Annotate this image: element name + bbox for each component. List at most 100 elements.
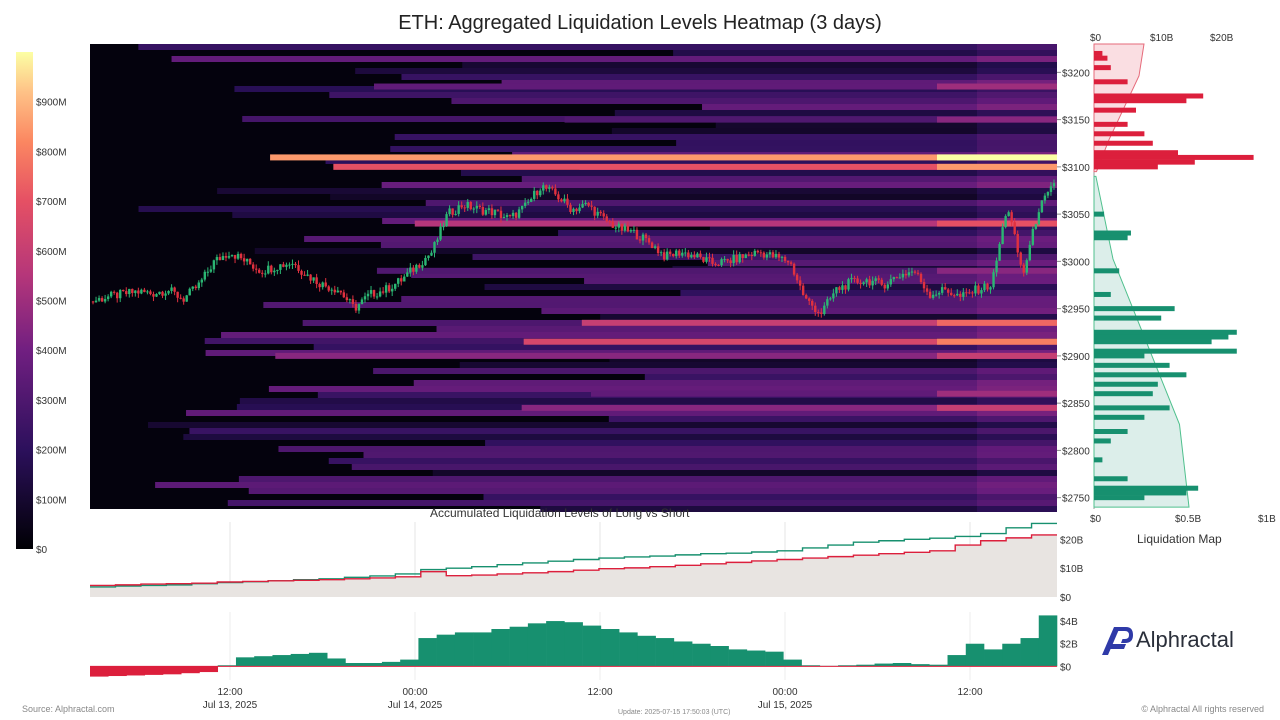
price-candle <box>369 290 373 294</box>
price-candle <box>457 205 460 214</box>
heatmap-row-recent <box>977 278 1057 284</box>
price-candle <box>357 304 361 311</box>
heatmap-row-recent <box>977 200 1057 206</box>
price-candle <box>91 301 95 303</box>
price-candle <box>747 254 750 256</box>
heatmap-row <box>232 212 1058 218</box>
price-candle <box>732 254 735 263</box>
price-candle <box>801 285 805 296</box>
delta-bar <box>856 664 875 667</box>
price-candle <box>1028 244 1032 261</box>
price-candle <box>381 291 385 293</box>
price-candle <box>947 289 950 293</box>
price-candle <box>351 299 355 304</box>
delta-bar <box>144 666 164 675</box>
price-candle <box>324 282 327 287</box>
delta-bar <box>838 665 857 667</box>
colorbar-tick-label: $100M <box>36 495 67 506</box>
heatmap-row-recent <box>977 62 1057 68</box>
heatmap-row-recent <box>977 506 1057 512</box>
delta-bar <box>765 651 784 667</box>
heatmap-row <box>609 356 1057 362</box>
price-candle <box>309 274 312 281</box>
price-candle <box>940 287 944 293</box>
liqmap-bar <box>1094 490 1187 496</box>
heatmap-row-recent <box>977 182 1057 188</box>
price-candle <box>783 256 787 261</box>
heatmap-row-recent <box>977 158 1057 164</box>
accum-tick-label: $10B <box>1060 564 1084 575</box>
heatmap-row <box>330 194 1058 200</box>
price-candle <box>254 268 258 270</box>
heatmap-row-recent <box>977 344 1057 350</box>
price-candle <box>354 303 358 311</box>
price-candle <box>424 257 427 266</box>
price-candle <box>209 269 213 272</box>
price-candle <box>877 278 880 280</box>
delta-bar <box>272 655 291 667</box>
heatmap-row-recent <box>977 380 1057 386</box>
price-candle <box>795 274 799 281</box>
colorbar-tick-label: $200M <box>36 446 67 457</box>
price-candle <box>974 285 977 294</box>
price-candle <box>1004 216 1007 228</box>
heatmap-row <box>644 374 1057 380</box>
delta-bar <box>801 665 821 667</box>
price-candle <box>472 208 475 210</box>
price-candle <box>137 290 140 294</box>
colorbar-tick-label: $600M <box>36 247 67 258</box>
price-candle <box>792 263 796 275</box>
price-candle <box>267 265 270 274</box>
source-credit[interactable]: Source: Alphractal.com <box>22 704 115 714</box>
price-candle <box>817 312 820 314</box>
price-candle <box>590 205 593 207</box>
price-candle <box>916 272 920 274</box>
heatmap-row <box>268 386 1058 392</box>
heatmap-row <box>401 296 1057 302</box>
heatmap-band <box>521 404 1057 411</box>
delta-bar <box>126 666 146 676</box>
price-candle <box>741 254 744 259</box>
heatmap-band-recent <box>937 390 1057 397</box>
colorbar-tick-label: $800M <box>36 147 67 158</box>
date-tick-label: Jul 15, 2025 <box>758 700 813 711</box>
heatmap-row-recent <box>977 422 1057 428</box>
price-candle <box>542 185 545 191</box>
price-candle <box>336 290 340 293</box>
accum-short-area <box>90 534 1057 597</box>
price-candle <box>771 252 775 258</box>
brand-logo[interactable]: Alphractal <box>1100 624 1260 658</box>
heatmap-row-recent <box>977 170 1057 176</box>
heatmap-row-recent <box>977 386 1057 392</box>
price-tick-label: $3100 <box>1062 163 1090 174</box>
price-candle <box>227 256 231 258</box>
price-candle <box>925 288 929 292</box>
price-candle <box>943 287 947 290</box>
price-candle <box>378 291 382 297</box>
price-candle <box>804 295 808 299</box>
price-candle <box>1022 264 1025 273</box>
liqmap-bar <box>1094 107 1136 113</box>
price-candle <box>436 239 439 243</box>
date-tick-label: Jul 14, 2025 <box>388 700 443 711</box>
heatmap-band-recent <box>937 163 1057 170</box>
price-candle <box>1016 234 1019 253</box>
price-candle <box>1013 222 1016 235</box>
price-candle <box>496 209 500 211</box>
price-candle <box>1037 212 1041 225</box>
price-candle <box>508 215 512 217</box>
heatmap-row <box>328 458 1057 464</box>
heatmap-row <box>584 278 1057 284</box>
price-candle <box>224 256 228 258</box>
accum-short-line <box>90 534 1057 587</box>
price-candle <box>106 296 110 300</box>
price-candle <box>614 227 618 229</box>
colorbar-tick-label: $0 <box>36 545 48 556</box>
price-candle <box>529 198 533 202</box>
liqmap-bar <box>1094 414 1145 420</box>
price-candle <box>786 260 790 263</box>
price-candle <box>605 216 608 222</box>
price-candle <box>735 254 738 263</box>
heatmap-row <box>501 80 1057 86</box>
